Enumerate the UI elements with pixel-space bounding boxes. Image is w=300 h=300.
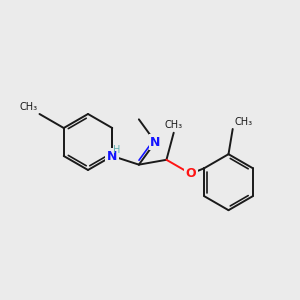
Text: O: O <box>185 167 196 180</box>
Text: N: N <box>150 136 160 148</box>
Text: CH₃: CH₃ <box>165 120 183 130</box>
Text: CH₃: CH₃ <box>235 117 253 127</box>
Text: H: H <box>112 145 120 155</box>
Text: CH₃: CH₃ <box>20 102 38 112</box>
Text: N: N <box>107 149 117 163</box>
